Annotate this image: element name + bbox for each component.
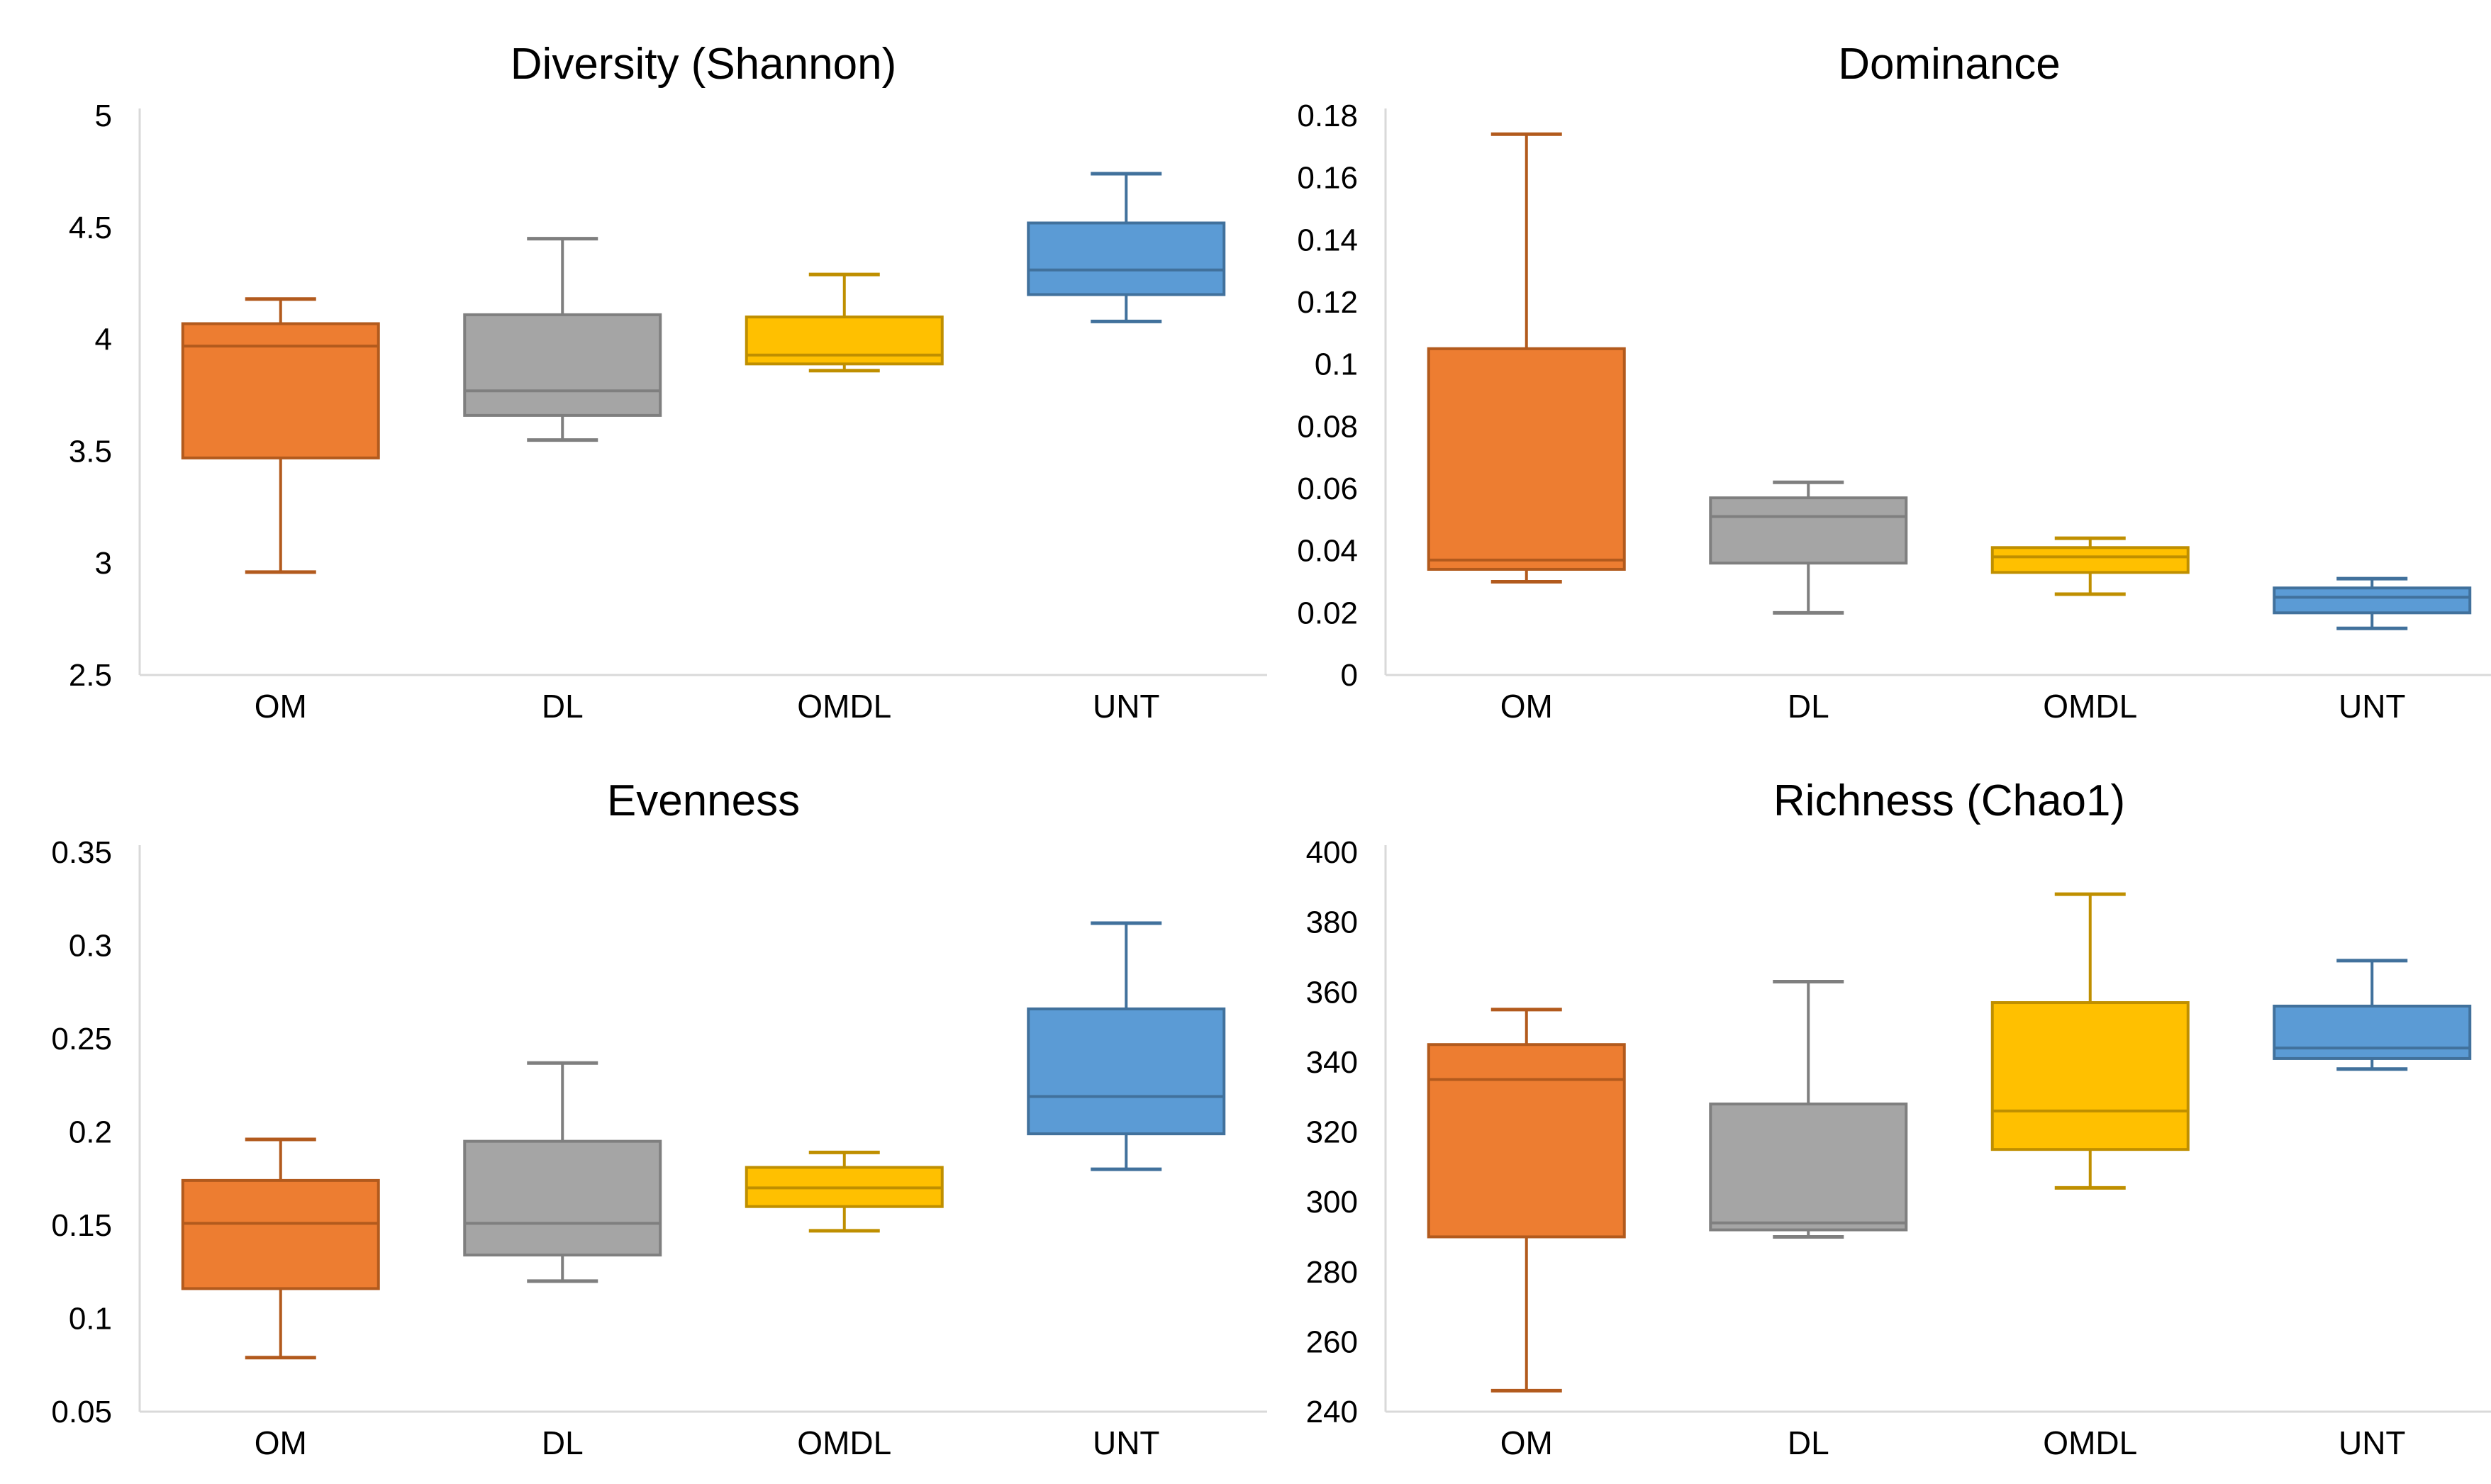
unt-box-group: [1027, 172, 1226, 323]
y-tick-label: 320: [1306, 1115, 1358, 1150]
chart-evenness: Evenness 0.05 0.1 0.15 0.2 0.25 0.3 0.35 OM DL OM…: [28, 748, 1274, 1484]
y-tick-label: 0.02: [1297, 596, 1358, 630]
y-tick-label: 360: [1306, 975, 1358, 1010]
y-tick-label: 400: [1306, 835, 1358, 870]
y-tick-label: 0.1: [1315, 347, 1358, 382]
y-tick-label: 0.2: [69, 1115, 112, 1150]
om-box-group: [181, 297, 380, 574]
y-tick-label: 0.15: [51, 1208, 112, 1243]
y-tick-label: 0.05: [51, 1395, 112, 1429]
y-tick-label: 280: [1306, 1255, 1358, 1290]
x-category-label: OMDL: [2043, 688, 2137, 725]
chart-title: Richness (Chao1): [1773, 776, 2125, 825]
unt-box-group: [1027, 921, 1226, 1171]
dl-box-group: [463, 1061, 662, 1283]
y-tick-label: 260: [1306, 1324, 1358, 1359]
chart-diversity-shannon: Diversity (Shannon) 2.5 3 3.5 4 4.5 5 OM DL OMDL…: [28, 11, 1274, 747]
x-category-label: OMDL: [797, 1424, 891, 1461]
x-category-label: OMDL: [797, 688, 891, 725]
y-tick-label: 0: [1341, 658, 1358, 693]
box-iqr: [1027, 221, 1226, 296]
box-iqr: [1990, 1001, 2190, 1151]
x-category-label: UNT: [1093, 688, 1160, 725]
y-tick-label: 240: [1306, 1395, 1358, 1429]
dl-box-group: [463, 237, 662, 442]
box-iqr: [181, 1178, 380, 1290]
x-category-label: UNT: [2339, 688, 2406, 725]
x-category-label: OMDL: [2043, 1424, 2137, 1461]
x-category-label: OM: [1500, 1424, 1553, 1461]
y-tick-label: 0.08: [1297, 409, 1358, 444]
x-category-label: UNT: [2339, 1424, 2406, 1461]
box-iqr: [1709, 1103, 1908, 1232]
x-category-label: DL: [542, 1424, 584, 1461]
x-category-label: OM: [1500, 688, 1553, 725]
y-tick-label: 0.3: [69, 929, 112, 964]
x-category-label: OM: [255, 1424, 307, 1461]
box-iqr: [1027, 1007, 1226, 1136]
y-tick-label: 340: [1306, 1045, 1358, 1080]
y-tick-label: 3: [95, 546, 112, 581]
box-iqr: [745, 316, 944, 366]
x-category-label: OM: [255, 688, 307, 725]
box-iqr: [1709, 496, 1908, 565]
dl-box-group: [1709, 979, 1908, 1239]
y-tick-label: 0.1: [69, 1302, 112, 1337]
y-tick-label: 0.25: [51, 1022, 112, 1056]
chart-dominance-canvas: Dominance 0 0.02 0.04 0.06 0.08 0.1 0.12 0.14 0.…: [1297, 40, 2491, 725]
dl-box-group: [1709, 480, 1908, 615]
box-iqr: [1990, 546, 2190, 574]
box-iqr: [463, 313, 662, 417]
omdl-box-group: [745, 1150, 944, 1233]
chart-dominance: Dominance 0 0.02 0.04 0.06 0.08 0.1 0.12 0.14 0.…: [1274, 11, 2491, 747]
omdl-box-group: [1990, 536, 2190, 596]
om-box-group: [1427, 1008, 1626, 1393]
box-iqr: [2273, 1004, 2472, 1060]
y-tick-label: 4: [95, 323, 112, 357]
y-tick-label: 380: [1306, 905, 1358, 940]
om-box-group: [181, 1137, 380, 1360]
box-iqr: [2273, 586, 2472, 615]
omdl-box-group: [1990, 892, 2190, 1190]
y-tick-label: 0.35: [51, 835, 112, 870]
omdl-box-group: [745, 272, 944, 373]
chart-title: Diversity (Shannon): [511, 40, 896, 89]
y-tick-label: 0.16: [1297, 161, 1358, 196]
box-iqr: [181, 322, 380, 459]
y-tick-label: 0.12: [1297, 285, 1358, 320]
box-iqr: [1427, 347, 1626, 571]
chart-title: Evenness: [607, 776, 800, 825]
y-tick-label: 3.5: [69, 434, 112, 469]
y-tick-label: 0.04: [1297, 534, 1358, 569]
x-category-label: DL: [542, 688, 584, 725]
unt-box-group: [2273, 576, 2472, 630]
chart-title: Dominance: [1838, 40, 2061, 89]
y-tick-label: 4.5: [69, 211, 112, 245]
x-category-label: UNT: [1093, 1424, 1160, 1461]
om-box-group: [1427, 132, 1626, 584]
y-tick-label: 0.14: [1297, 223, 1358, 257]
chart-richness-chao1: Richness (Chao1) 240 260 280 300 320 340 360 38…: [1274, 748, 2491, 1484]
y-tick-label: 5: [95, 99, 112, 133]
box-iqr: [1427, 1043, 1626, 1239]
box-iqr: [463, 1139, 662, 1257]
y-tick-label: 0.18: [1297, 99, 1358, 133]
y-tick-label: 0.06: [1297, 472, 1358, 506]
y-tick-label: 2.5: [69, 658, 112, 693]
y-tick-label: 300: [1306, 1185, 1358, 1220]
unt-box-group: [2273, 959, 2472, 1071]
x-category-label: DL: [1788, 1424, 1829, 1461]
chart-richness-canvas: Richness (Chao1) 240 260 280 300 320 340 360 38…: [1306, 776, 2491, 1461]
x-category-label: DL: [1788, 688, 1829, 725]
